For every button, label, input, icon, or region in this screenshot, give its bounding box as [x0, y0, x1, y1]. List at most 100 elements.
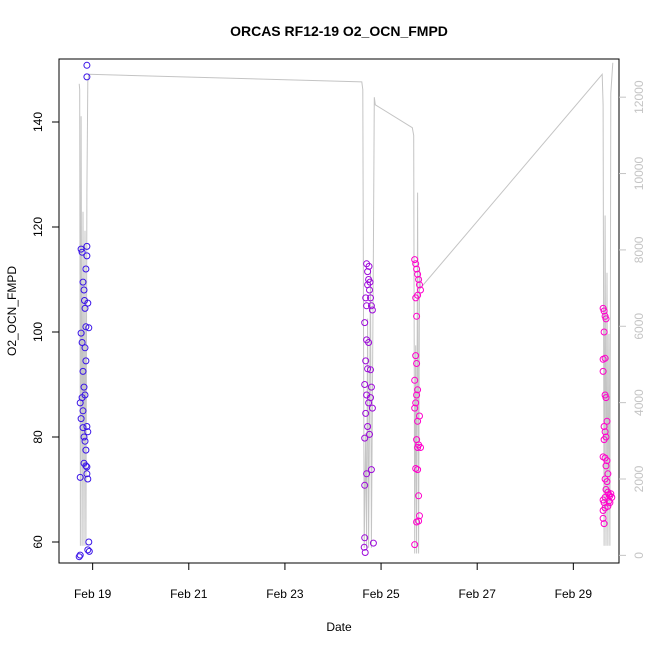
data-point — [83, 252, 91, 260]
data-point — [361, 549, 369, 556]
y-axis: 60 80 100 120 140 — [31, 112, 59, 549]
data-point — [605, 497, 613, 505]
data-point — [368, 306, 376, 314]
x-tick-label: Feb 25 — [362, 587, 400, 601]
data-point — [82, 323, 90, 331]
data-point — [602, 486, 610, 493]
data-point — [600, 328, 608, 336]
y2-axis: 0 2000 4000 6000 8000 10000 12000 — [619, 80, 646, 559]
y-tick-label: 60 — [31, 535, 45, 549]
data-point — [362, 294, 370, 302]
data-point — [75, 553, 83, 561]
y-tick-label: 140 — [31, 112, 45, 132]
data-point — [602, 394, 610, 402]
data-point — [85, 547, 93, 555]
data-point — [364, 423, 372, 430]
data-point — [606, 499, 614, 507]
data-point — [82, 357, 90, 365]
data-point — [603, 478, 611, 486]
y-tick-label: 120 — [31, 217, 45, 237]
data-point — [81, 304, 89, 312]
data-point — [361, 319, 369, 327]
data-point — [84, 299, 92, 307]
y-tick-label: 100 — [31, 322, 45, 342]
data-point — [77, 329, 85, 337]
data-point — [366, 286, 373, 294]
data-point — [78, 339, 86, 346]
data-point — [411, 541, 419, 549]
data-point — [82, 265, 90, 273]
data-point — [413, 312, 421, 320]
data-point — [84, 546, 92, 554]
data-point — [367, 394, 374, 402]
data-point — [80, 433, 88, 441]
y2-tick-label: 0 — [632, 552, 646, 559]
data-point — [600, 423, 608, 430]
data-point — [599, 514, 607, 522]
data-point — [604, 470, 612, 478]
data-point — [364, 268, 372, 276]
data-point — [76, 473, 84, 481]
y2-tick-label: 4000 — [632, 389, 646, 416]
data-point — [361, 481, 369, 489]
data-point — [599, 355, 607, 363]
y-axis-label: O2_OCN_FMPD — [5, 266, 19, 356]
data-point — [79, 278, 87, 286]
data-point — [365, 339, 373, 346]
data-point — [415, 492, 423, 500]
data-point — [83, 423, 91, 430]
data-point — [599, 367, 607, 375]
data-point — [414, 386, 422, 394]
data-point — [79, 407, 87, 415]
data-point — [81, 344, 89, 352]
data-point — [79, 367, 87, 375]
x-axis-label: Date — [326, 620, 352, 634]
data-point — [366, 430, 373, 438]
data-point — [416, 281, 423, 289]
y2-tick-label: 2000 — [632, 465, 646, 492]
data-point — [83, 61, 91, 69]
data-point — [361, 381, 369, 388]
data-point — [83, 73, 91, 81]
data-point — [84, 428, 92, 436]
data-point — [601, 428, 609, 436]
data-point — [360, 543, 368, 551]
data-point — [414, 270, 422, 278]
x-tick-label: Feb 27 — [459, 587, 497, 601]
data-point — [365, 262, 373, 270]
data-point — [76, 551, 84, 559]
data-point — [76, 399, 84, 407]
data-point — [364, 365, 372, 373]
data-point — [83, 470, 91, 478]
x-tick-label: Feb 19 — [74, 587, 112, 601]
data-point — [363, 470, 371, 478]
secondary-series — [78, 62, 614, 554]
data-point — [600, 307, 608, 315]
x-tick-label: Feb 23 — [266, 587, 304, 601]
data-point — [413, 518, 421, 526]
y-tick-label: 80 — [31, 430, 45, 444]
data-point — [84, 475, 92, 483]
data-point — [82, 446, 90, 454]
chart-title: ORCAS RF12-19 O2_OCN_FMPD — [230, 23, 448, 39]
data-point — [602, 315, 610, 323]
data-point — [367, 294, 374, 302]
data-point — [413, 391, 421, 399]
data-point — [83, 463, 91, 471]
data-point — [411, 404, 419, 412]
data-point — [368, 404, 376, 412]
data-point — [412, 260, 420, 268]
data-point — [80, 383, 88, 391]
data-point — [417, 286, 424, 294]
data-point — [361, 534, 369, 542]
data-point — [81, 437, 89, 445]
data-point — [416, 512, 423, 520]
data-point — [367, 383, 375, 391]
data-point — [604, 502, 612, 510]
y2-tick-label: 12000 — [632, 80, 646, 114]
data-point — [411, 376, 419, 384]
data-point — [414, 291, 422, 299]
data-point — [85, 538, 93, 546]
data-point — [82, 462, 90, 470]
